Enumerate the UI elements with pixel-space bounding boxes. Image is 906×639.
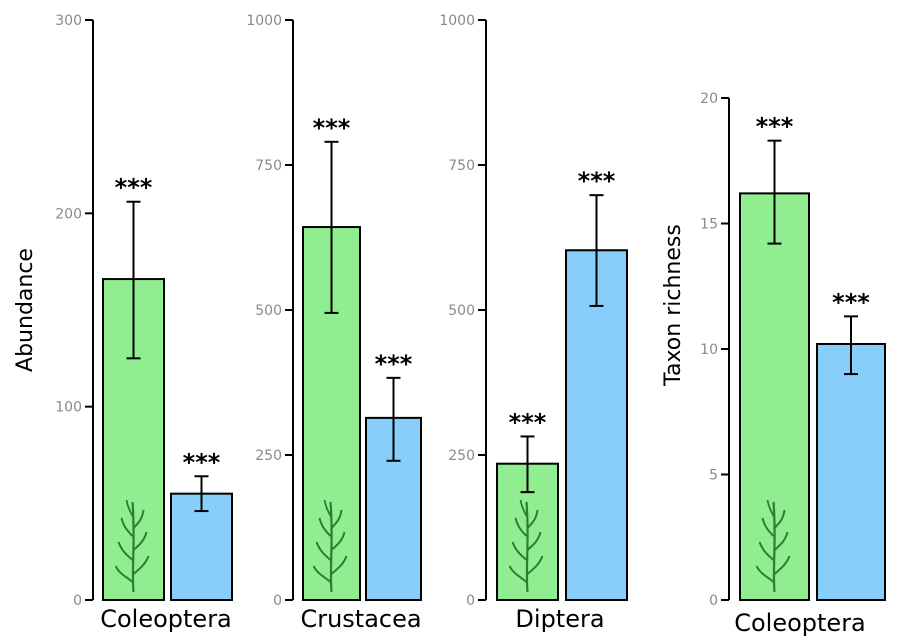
category-label: Coleoptera — [100, 605, 232, 633]
y-tick-label: 10 — [700, 342, 718, 358]
y-tick-label: 15 — [700, 217, 718, 233]
y-axis-title: Abundance — [13, 248, 38, 372]
y-tick-label: 100 — [55, 400, 82, 416]
bars: *** *** — [102, 174, 233, 601]
y-tick-label: 0 — [73, 593, 82, 609]
bar-blue — [816, 342, 886, 601]
y-tick-label: 0 — [466, 593, 475, 609]
bars: *** *** — [302, 114, 422, 601]
y-tick-label: 300 — [55, 13, 82, 29]
bar-blue — [365, 416, 422, 601]
y-tick-label: 0 — [273, 593, 282, 609]
y-tick-label: 1000 — [246, 13, 282, 29]
y-axis: 0 100 200 300 — [55, 13, 94, 609]
significance-label: *** — [578, 167, 616, 195]
y-tick-label: 1000 — [439, 13, 475, 29]
y-tick-label: 750 — [448, 158, 475, 174]
y-tick-label: 5 — [709, 468, 718, 484]
y-axis: 0 5 10 15 20 — [700, 91, 730, 609]
panel-abundance-diptera: 0 250 500 750 1000 *** *** Diptera — [439, 13, 628, 633]
y-tick-label: 500 — [448, 303, 475, 319]
y-tick-label: 250 — [255, 448, 282, 464]
y-tick-label: 200 — [55, 206, 82, 222]
bars: *** *** — [739, 113, 886, 601]
significance-label: *** — [375, 350, 413, 378]
significance-label: *** — [183, 448, 221, 476]
y-axis: 0 250 500 750 1000 — [246, 13, 294, 609]
significance-label: *** — [115, 174, 153, 202]
panel-richness-coleoptera: Taxon richness 0 5 10 15 20 *** *** Coleopter… — [661, 91, 886, 637]
y-tick-label: 500 — [255, 303, 282, 319]
panel-abundance-crustacea: 0 250 500 750 1000 *** *** Crustacea — [246, 13, 422, 633]
y-tick-label: 0 — [709, 593, 718, 609]
significance-label: *** — [313, 114, 351, 142]
y-axis: 0 250 500 750 1000 — [439, 13, 487, 609]
category-label: Crustacea — [300, 605, 421, 633]
significance-label: *** — [756, 113, 794, 141]
y-tick-label: 750 — [255, 158, 282, 174]
significance-label: *** — [832, 288, 870, 316]
category-label: Diptera — [515, 605, 604, 633]
y-tick-label: 20 — [700, 91, 718, 107]
significance-label: *** — [509, 408, 547, 436]
y-axis-title: Taxon richness — [661, 224, 686, 387]
panel-abundance-coleoptera: Abundance 0 100 200 300 *** *** Coleoptera — [13, 13, 233, 633]
y-tick-label: 250 — [448, 448, 475, 464]
bars: *** *** — [496, 167, 628, 602]
category-label: Coleoptera — [734, 609, 866, 637]
